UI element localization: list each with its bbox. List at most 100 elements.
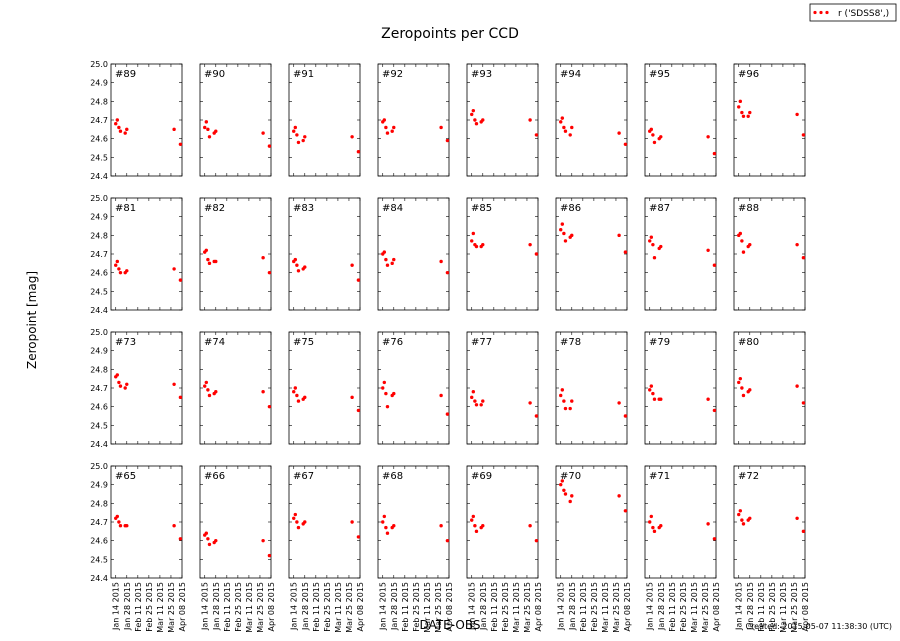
data-point — [296, 399, 301, 403]
data-point — [204, 248, 209, 252]
data-point — [562, 231, 566, 236]
x-tick-label: Mar 11 2015 — [512, 582, 521, 633]
ccd-panel: Jan 14 2015 Jan 28 2015 Feb 11 2015 Feb 25 … — [466, 465, 543, 633]
ccd-label: #93 — [471, 69, 492, 80]
y-tick-label: 24.7 — [90, 250, 108, 259]
data-point — [737, 512, 741, 517]
data-point — [178, 395, 183, 400]
data-point — [384, 525, 388, 530]
x-tick-label: Mar 25 2015 — [701, 582, 710, 633]
y-tick-label: 24.9 — [90, 347, 108, 356]
data-point — [296, 269, 301, 273]
data-point — [474, 529, 479, 534]
data-point — [206, 388, 210, 392]
ccd-panel: #78 — [555, 331, 628, 445]
data-point — [562, 125, 566, 130]
data-point — [568, 406, 572, 411]
data-point — [350, 395, 354, 400]
data-point — [617, 401, 621, 405]
panel-frame — [288, 63, 361, 177]
data-point — [534, 538, 539, 543]
data-point — [559, 120, 563, 124]
data-point — [382, 380, 387, 385]
x-tick-label: Mar 11 2015 — [779, 582, 788, 633]
x-tick-label: Mar 25 2015 — [167, 582, 176, 633]
ccd-panel: Jan 14 2015 Jan 28 2015 Feb 11 2015 Feb 25 … — [199, 465, 276, 633]
data-point — [801, 256, 806, 260]
ccd-panel: #77 — [466, 331, 539, 445]
x-tick-label: Mar 11 2015 — [334, 582, 343, 633]
data-point — [560, 116, 565, 120]
data-point — [301, 138, 305, 143]
data-point — [741, 393, 746, 398]
data-point — [439, 393, 443, 398]
x-tick-label: Feb 11 2015 — [757, 582, 766, 632]
data-point — [559, 393, 563, 398]
data-point — [473, 524, 477, 528]
data-point — [207, 542, 212, 547]
data-point — [214, 259, 218, 264]
data-point — [381, 386, 385, 390]
data-point — [741, 250, 746, 254]
ccd-panel: #83 — [288, 197, 361, 311]
data-point — [652, 256, 657, 260]
data-point — [471, 390, 476, 394]
data-point — [712, 408, 717, 413]
data-point — [178, 142, 183, 146]
data-point — [801, 401, 806, 405]
x-tick-label: Feb 11 2015 — [223, 582, 232, 632]
data-point — [534, 414, 539, 418]
panel-frame — [288, 197, 361, 311]
data-point — [292, 129, 296, 133]
x-tick-label: Jan 28 2015 — [123, 582, 132, 631]
ccd-panel: #76 — [377, 331, 450, 445]
data-point — [481, 524, 485, 528]
data-point — [207, 393, 212, 398]
data-point — [649, 127, 654, 132]
y-tick-label: 25.0 — [90, 328, 108, 337]
data-point — [118, 524, 123, 528]
panel-frame — [644, 197, 717, 311]
data-point — [617, 494, 621, 498]
data-point — [206, 257, 210, 262]
data-point — [474, 122, 479, 126]
y-tick-label: 24.6 — [90, 135, 108, 144]
data-point — [559, 228, 563, 232]
data-point — [267, 404, 272, 409]
y-tick-label: 24.8 — [90, 97, 108, 106]
x-tick-label: Mar 11 2015 — [245, 582, 254, 633]
data-point — [117, 380, 121, 385]
data-point — [748, 516, 752, 520]
x-tick-label: Feb 25 2015 — [768, 582, 777, 632]
data-point — [172, 127, 176, 132]
data-point — [649, 235, 654, 239]
data-point — [385, 263, 390, 267]
ccd-panel: #79 — [644, 331, 717, 445]
data-point — [115, 118, 120, 122]
data-point — [381, 520, 385, 524]
data-point — [651, 525, 655, 530]
legend-label: r ('SDSS8',) — [838, 9, 889, 19]
data-point — [115, 373, 120, 377]
x-tick-label: Jan 14 2015 — [735, 582, 744, 631]
created-timestamp: Created: 2015-05-07 11:38:30 (UTC) — [745, 622, 892, 631]
data-point — [295, 520, 299, 524]
data-point — [115, 514, 120, 519]
data-point — [207, 261, 212, 266]
data-point — [303, 135, 307, 139]
ccd-panel: #90 — [199, 63, 272, 177]
data-point — [172, 267, 176, 271]
data-point — [295, 263, 299, 267]
data-point — [356, 408, 361, 413]
data-point — [651, 391, 655, 396]
data-point — [534, 252, 539, 256]
ccd-label: #68 — [382, 471, 403, 482]
panel-frame — [377, 465, 450, 579]
data-point — [123, 131, 127, 135]
x-tick-label: Apr 08 2015 — [267, 582, 276, 631]
data-point — [738, 509, 743, 513]
x-tick-label: Mar 11 2015 — [156, 582, 165, 633]
ccd-panel: #82 — [199, 197, 272, 311]
data-point — [560, 388, 565, 392]
ccd-label: #69 — [471, 471, 492, 482]
